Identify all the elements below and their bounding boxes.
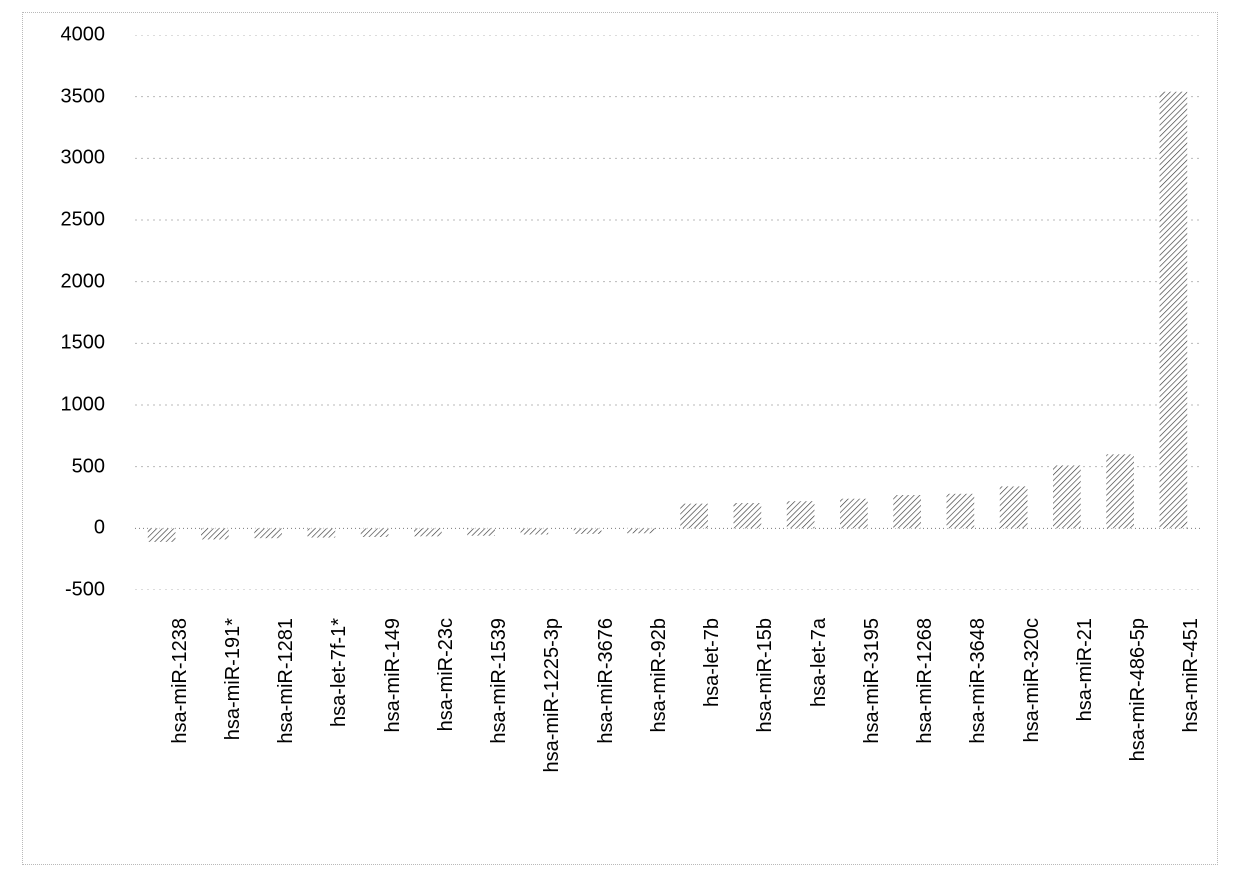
x-tick-label: hsa-miR-23c [435, 618, 458, 818]
bar [521, 528, 549, 534]
x-tick-label: hsa-miR-15b [754, 618, 777, 818]
y-tick-label: 3000 [25, 147, 105, 170]
bar [201, 528, 229, 539]
y-tick-label: -500 [25, 579, 105, 602]
y-tick-label: 0 [25, 517, 105, 540]
bar [627, 528, 655, 533]
bars-group [148, 92, 1187, 542]
plot-svg [135, 35, 1200, 590]
bar [893, 495, 921, 528]
y-tick-label: 2500 [25, 209, 105, 232]
y-tick-label: 1500 [25, 332, 105, 355]
bar [840, 499, 868, 529]
x-tick-label: hsa-miR-1238 [169, 618, 192, 818]
bar [734, 503, 762, 528]
x-tick-label: hsa-miR-1225-3p [541, 618, 564, 818]
x-tick-label: hsa-miR-149 [382, 618, 405, 818]
y-tick-label: 3500 [25, 85, 105, 108]
bar [1160, 92, 1188, 529]
y-tick-label: 500 [25, 455, 105, 478]
bar [148, 528, 176, 542]
x-tick-label: hsa-miR-486-5p [1127, 618, 1150, 818]
bar [467, 528, 495, 535]
x-tick-label: hsa-miR-320c [1021, 618, 1044, 818]
y-tick-label: 1000 [25, 394, 105, 417]
x-tick-label: hsa-miR-3676 [595, 618, 618, 818]
bar [414, 528, 442, 536]
bar [308, 528, 336, 537]
x-tick-label: hsa-miR-21 [1074, 618, 1097, 818]
bar [361, 528, 389, 537]
x-tick-label: hsa-miR-3195 [861, 618, 884, 818]
bar [254, 528, 282, 538]
y-tick-label: 4000 [25, 24, 105, 47]
x-tick-label: hsa-let-7a [808, 618, 831, 818]
plot-area [135, 35, 1200, 590]
bar [680, 504, 708, 529]
y-tick-label: 2000 [25, 270, 105, 293]
x-tick-label: hsa-miR-1268 [914, 618, 937, 818]
bar [1106, 454, 1134, 528]
x-tick-label: hsa-miR-92b [648, 618, 671, 818]
x-tick-label: hsa-let-7b [701, 618, 724, 818]
bar [1053, 465, 1081, 528]
x-tick-label: hsa-miR-1281 [275, 618, 298, 818]
x-tick-label: hsa-miR-191* [222, 618, 245, 818]
x-tick-label: hsa-let-7f-1* [328, 618, 351, 818]
x-tick-label: hsa-miR-3648 [967, 618, 990, 818]
x-tick-label: hsa-miR-451 [1180, 618, 1203, 818]
bar [574, 528, 602, 534]
bar [1000, 486, 1028, 528]
gridlines [135, 35, 1200, 590]
bar [947, 494, 975, 529]
bar [787, 501, 815, 528]
x-tick-label: hsa-miR-1539 [488, 618, 511, 818]
